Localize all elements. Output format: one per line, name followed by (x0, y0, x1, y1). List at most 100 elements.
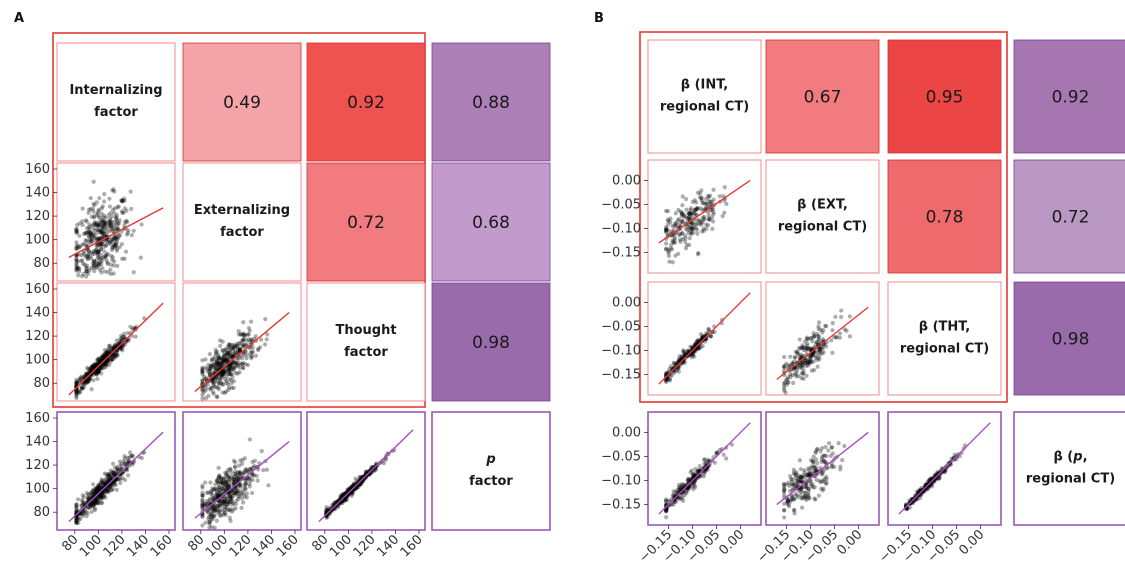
scatter-point (90, 239, 95, 244)
scatter-point (239, 362, 245, 367)
scatter-point (109, 480, 114, 485)
scatter-point (102, 255, 107, 260)
scatter-point (217, 513, 222, 518)
scatter-point (246, 325, 252, 331)
scatter-point (232, 365, 237, 371)
scatter-point (86, 496, 91, 501)
scatter-point (699, 196, 704, 201)
scatter-point (219, 373, 224, 378)
scatter-point (97, 222, 102, 227)
scatter-point (121, 459, 126, 464)
scatter-point (226, 385, 232, 390)
scatter-point (81, 385, 87, 390)
x-tick-label: 160 (148, 532, 176, 560)
scatter-point (218, 501, 223, 506)
scatter-point (95, 252, 100, 257)
scatter-point (220, 370, 225, 376)
scatter-point (104, 349, 109, 355)
scatter-point (209, 364, 214, 369)
scatter-point (238, 484, 243, 490)
scatter-point (88, 366, 93, 371)
scatter-point (95, 358, 100, 363)
scatter-point (99, 256, 104, 261)
y-tick-label: 120 (25, 209, 50, 224)
scatter-point (248, 466, 253, 471)
scatter-point (105, 270, 111, 275)
scatter-point (217, 473, 222, 478)
scatter-point (111, 471, 116, 476)
scatter-point (109, 214, 114, 219)
scatter-point (223, 347, 228, 352)
scatter-point (79, 253, 84, 258)
scatter-point (332, 500, 337, 505)
scatter-point (213, 360, 218, 365)
scatter-point (92, 235, 97, 240)
scatter-point (248, 353, 254, 359)
scatter-point (200, 485, 205, 490)
y-tick-label: 140 (25, 435, 50, 450)
scatter-point (74, 381, 79, 386)
scatter-point (247, 476, 252, 482)
scatter-point (345, 497, 350, 503)
scatter-point (101, 219, 107, 224)
scatter-point (722, 185, 727, 190)
scatter-point (115, 205, 120, 210)
scatter-point (245, 352, 250, 357)
scatter-point (99, 491, 104, 496)
scatter-point (99, 354, 105, 360)
scatter-point (126, 228, 131, 233)
scatter-point (111, 353, 116, 358)
scatter-point (840, 458, 845, 463)
scatter-point (223, 473, 229, 479)
scatter-point (244, 491, 250, 496)
scatter-point (241, 469, 246, 475)
scatter-point (209, 512, 214, 517)
scatter-point (93, 491, 98, 496)
scatter-point (208, 366, 213, 372)
scatter-point (211, 380, 217, 385)
scatter-point (96, 370, 101, 375)
scatter-point (91, 265, 96, 271)
scatter-point (84, 371, 89, 376)
scatter-point (92, 498, 98, 503)
scatter-point (79, 384, 84, 389)
scatter-point (111, 263, 116, 268)
scatter-point (226, 508, 231, 513)
scatter-point (222, 359, 227, 364)
scatter-point (246, 332, 251, 337)
scatter-point (94, 361, 99, 367)
scatter-point (805, 341, 810, 346)
scatter-point (105, 260, 110, 265)
scatter-point (83, 231, 88, 236)
scatter-point (102, 481, 108, 486)
scatter-point (110, 483, 115, 488)
scatter-point (234, 478, 239, 484)
scatter-point (800, 505, 805, 510)
diagonal-label: factor (344, 345, 388, 360)
diagonal-cell (765, 159, 880, 274)
scatter-point (229, 346, 234, 351)
scatter-point (233, 343, 238, 348)
scatter-point (105, 351, 110, 356)
scatter-point (228, 372, 233, 377)
scatter-point (217, 491, 223, 496)
y-tick-label: −0.10 (601, 344, 641, 359)
scatter-point (217, 510, 222, 515)
scatter-point (826, 441, 832, 446)
scatter-point (247, 467, 253, 472)
scatter-point (381, 461, 387, 466)
scatter-point (243, 362, 248, 367)
scatter-point (114, 222, 119, 227)
scatter-point (103, 220, 108, 226)
scatter-point (229, 509, 235, 514)
scatter-point (701, 471, 707, 476)
scatter-point (679, 211, 685, 217)
scatter-point (81, 271, 86, 277)
scatter-point (242, 484, 247, 489)
scatter-point (83, 510, 88, 515)
scatter-point (115, 246, 120, 251)
scatter-point (89, 235, 94, 240)
scatter-point (681, 498, 686, 503)
scatter-point (238, 458, 243, 463)
scatter-point (227, 493, 232, 498)
